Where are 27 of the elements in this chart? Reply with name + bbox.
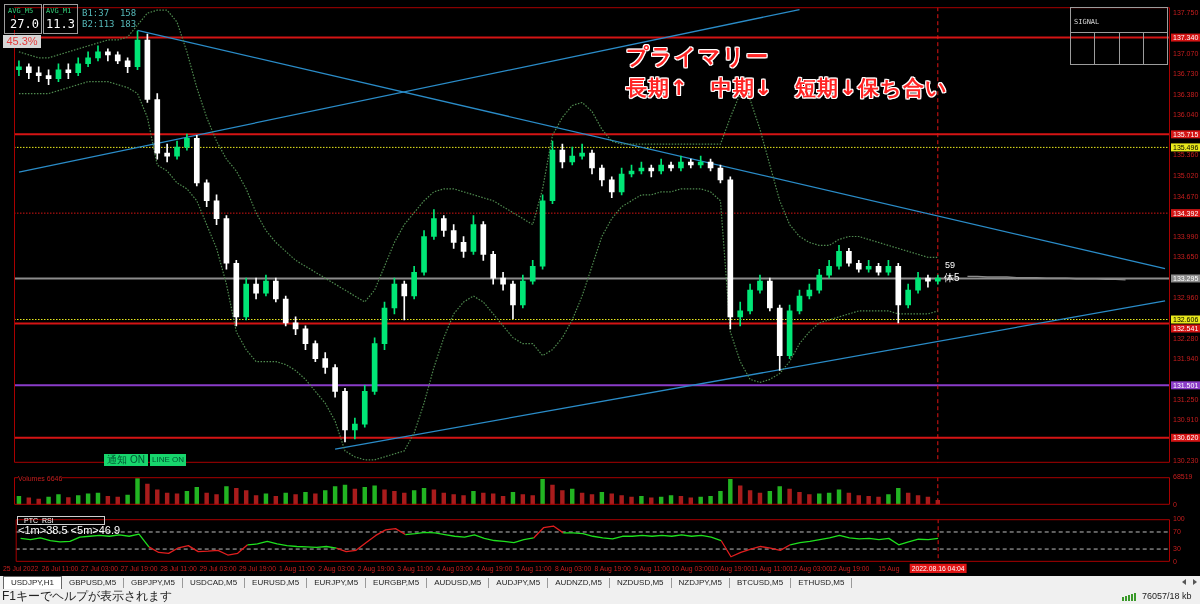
text: GBPJPY,M5 <box>124 577 183 588</box>
text: AUDNZD,M5 <box>548 577 610 588</box>
text: EURUSD,M5 <box>245 577 308 588</box>
annotation: 11.3 <box>46 17 75 31</box>
annotation: B1:37 158 <box>82 8 137 18</box>
text: USDCAD,M5 <box>182 577 246 588</box>
text: AUDUSD,M5 <box>427 577 490 588</box>
toggle-button: 通知 ON <box>104 454 148 466</box>
text: NZDJPY,M5 <box>671 577 730 588</box>
toggle-button: LINE ON <box>150 454 186 466</box>
text: EURJPY,M5 <box>307 577 367 588</box>
annotation: <1m>38.5 <5m>46.9 <box>18 524 121 536</box>
annotation: B2:113 183 <box>82 19 137 29</box>
text: AUDJPY,M5 <box>489 577 549 588</box>
text: BTCUSD,M5 <box>729 577 792 588</box>
text: EURGBP,M5 <box>366 577 428 588</box>
text: NZDUSD,M5 <box>609 577 672 588</box>
annotation: 体5 <box>944 272 960 283</box>
annotation: 長期↑ 中期↓ 短期↓保ち合い <box>626 76 948 100</box>
annotation: プライマリー <box>626 44 769 69</box>
text: F1キーでヘルプが表示されます <box>2 589 173 603</box>
annotation: 59 <box>945 260 956 270</box>
text: ETHUSD,M5 <box>791 577 853 588</box>
annotation: 45.3% <box>3 35 41 48</box>
text: GBPUSD,M5 <box>61 577 125 588</box>
annotation: 27.0 <box>8 17 39 31</box>
text: 76057/18 kb <box>1142 591 1192 601</box>
